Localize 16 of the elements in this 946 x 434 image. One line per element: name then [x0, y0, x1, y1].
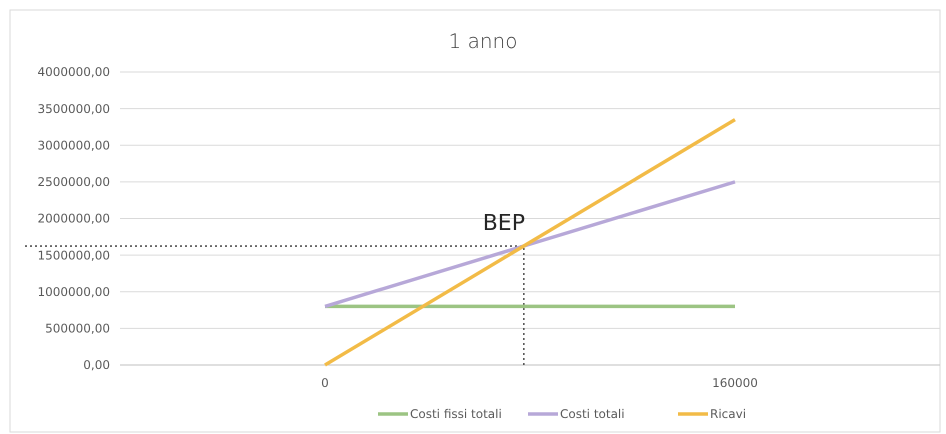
y-tick-label: 0,00 [83, 358, 110, 372]
chart-title: 1 anno [448, 29, 518, 53]
legend-label: Costi totali [560, 407, 625, 422]
legend-label: Costi fissi totali [410, 407, 502, 422]
y-tick-label: 500000,00 [45, 322, 110, 336]
x-tick-label: 0 [321, 376, 329, 390]
y-tick-label: 4000000,00 [37, 65, 110, 80]
x-tick-label: 160000 [712, 376, 758, 390]
y-tick-label: 1000000,00 [37, 284, 110, 299]
y-tick-label: 2500000,00 [37, 175, 110, 190]
y-tick-label: 1500000,00 [37, 248, 110, 262]
y-tick-label: 2000000,00 [37, 212, 110, 226]
y-tick-label: 3500000,00 [37, 102, 110, 116]
y-tick-label: 3000000,00 [37, 138, 110, 152]
legend-label: Ricavi [710, 407, 746, 422]
annotation: BEP [482, 211, 525, 236]
